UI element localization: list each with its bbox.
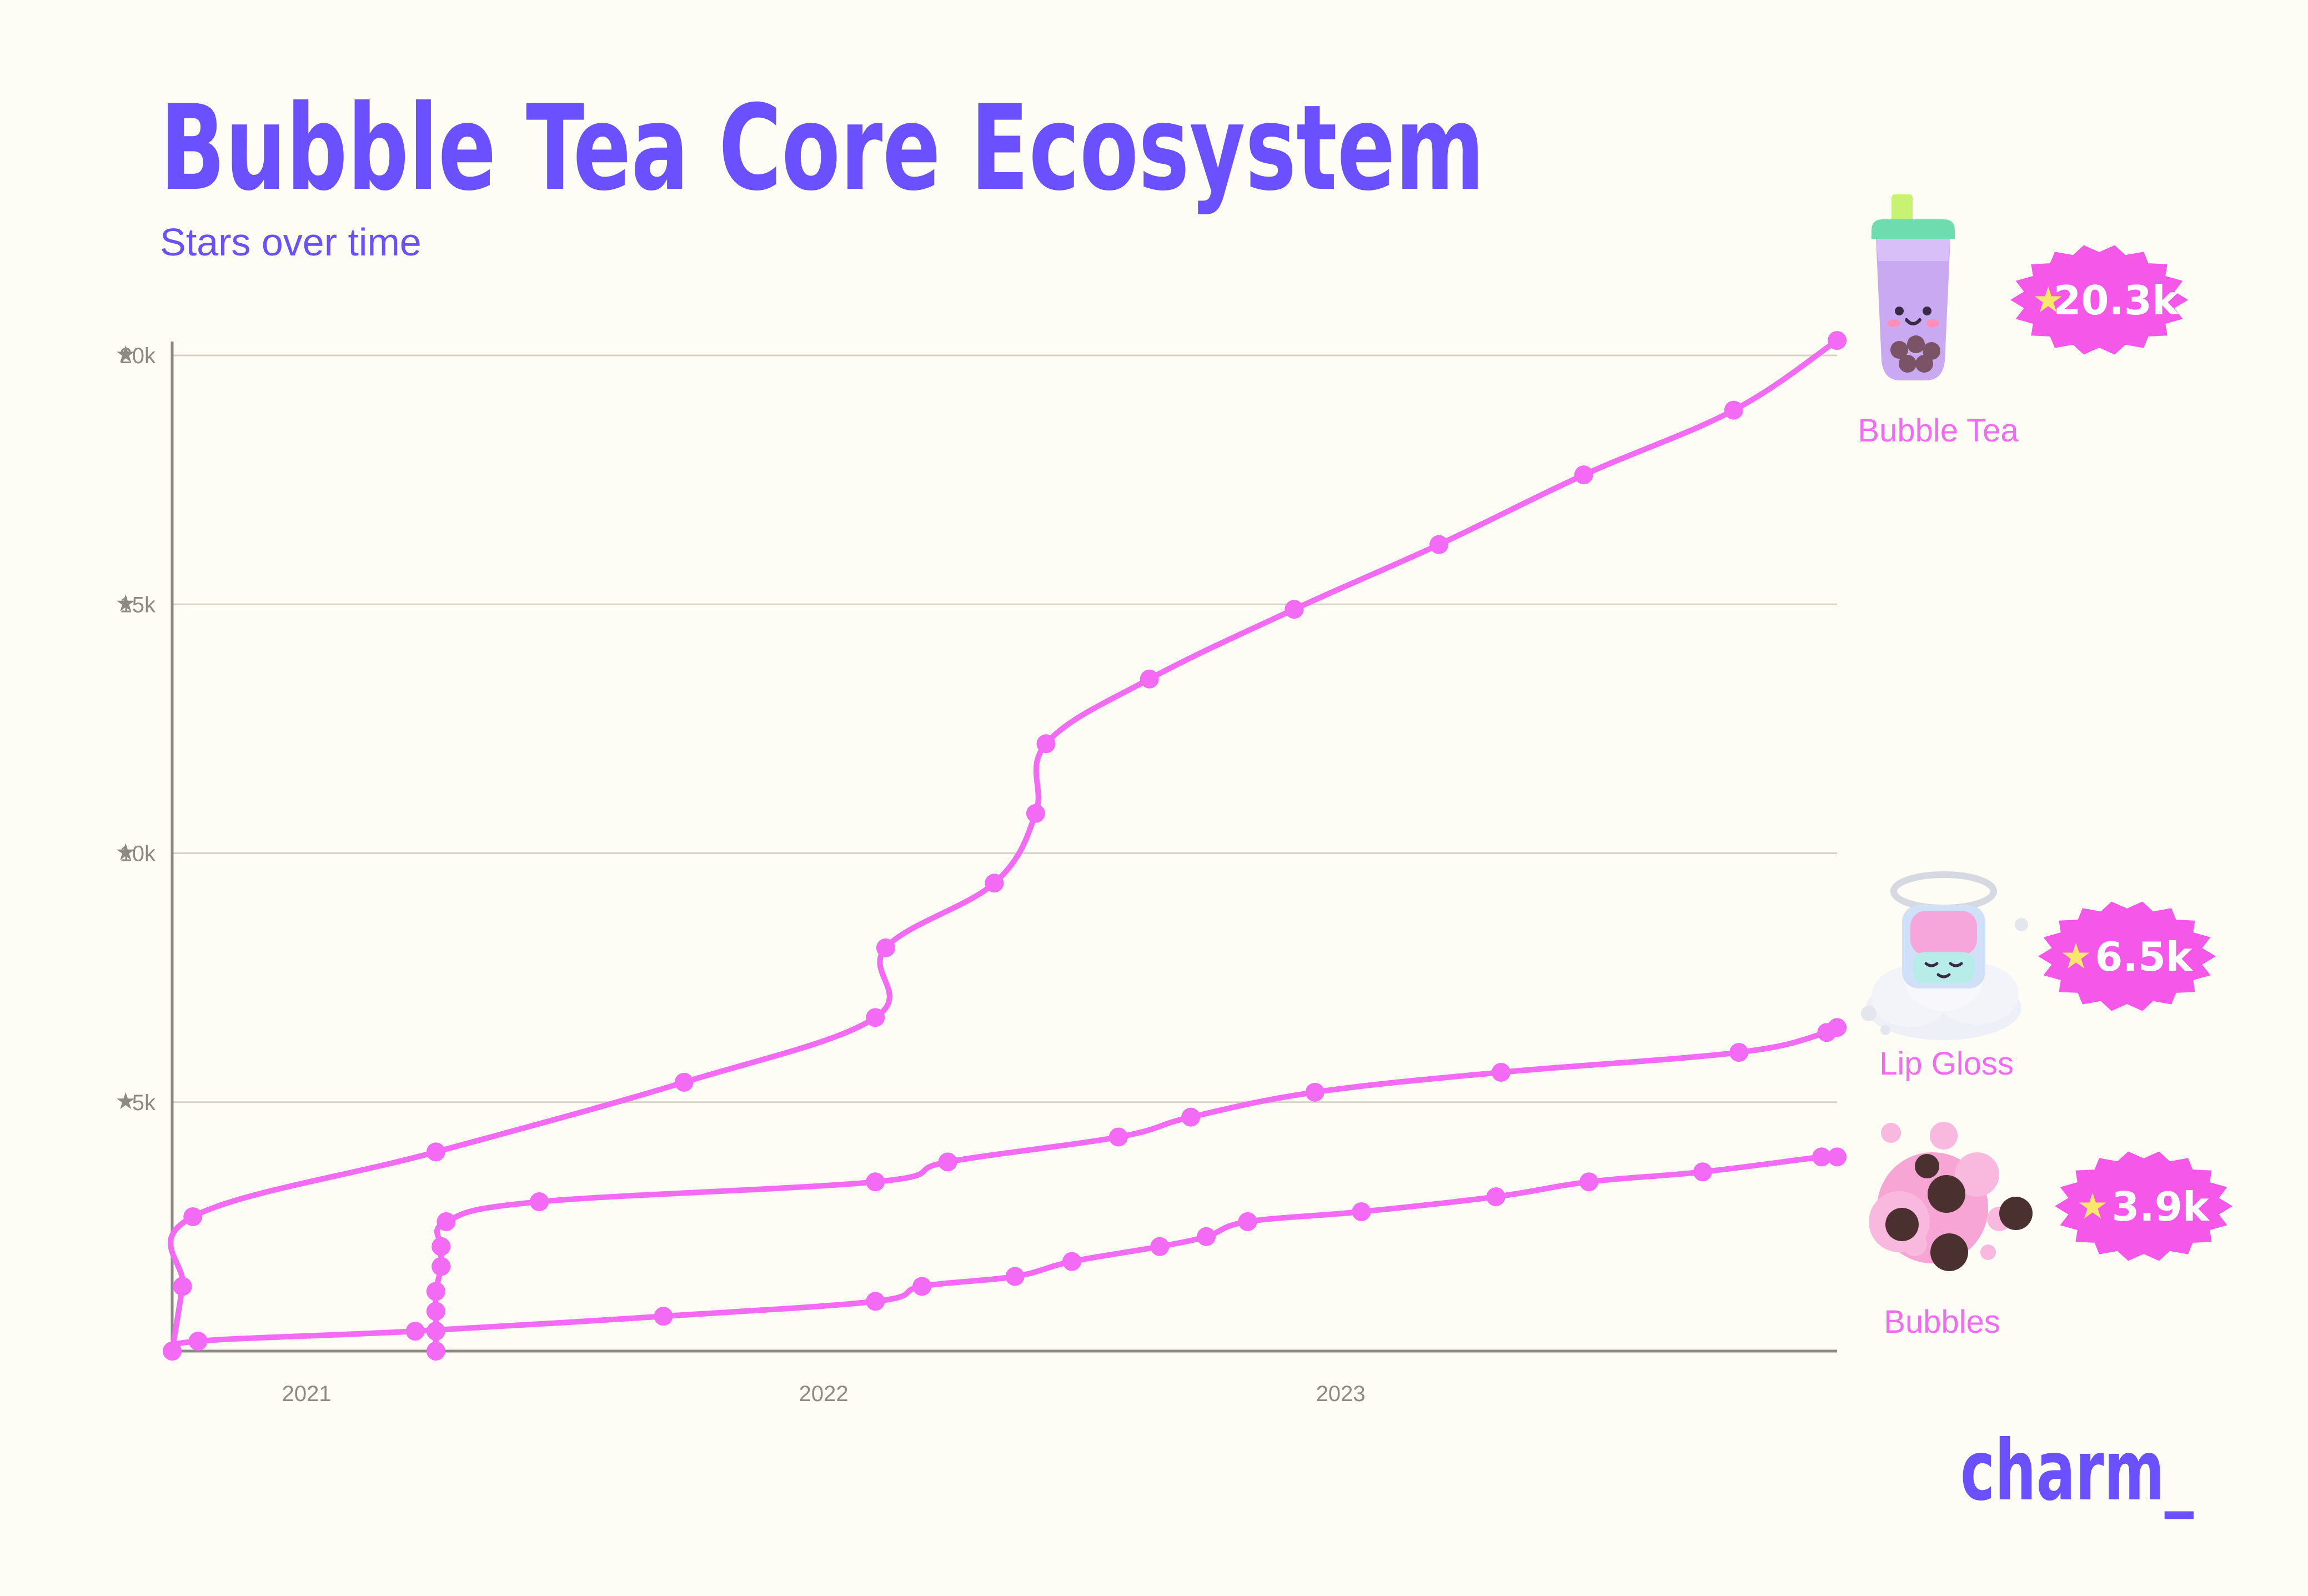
star-icon: ★ bbox=[115, 340, 136, 368]
data-point bbox=[432, 1257, 451, 1276]
data-point bbox=[436, 1212, 456, 1231]
data-point bbox=[1285, 600, 1304, 619]
data-point bbox=[188, 1332, 208, 1351]
x-tick-labels: 2021 2022 2023 bbox=[282, 1382, 1366, 1406]
data-point bbox=[1729, 1043, 1749, 1062]
star-icon: ★ bbox=[115, 1087, 136, 1115]
star-icon: ★ bbox=[115, 839, 136, 866]
data-point bbox=[1181, 1107, 1201, 1127]
bubble-tea-cup-icon bbox=[1872, 194, 1955, 380]
series-name-label: Lip Gloss bbox=[1879, 1046, 2014, 1082]
data-point bbox=[163, 1342, 182, 1361]
y-tick-label: ★15k bbox=[115, 589, 156, 617]
charm-logo: charm_ bbox=[1960, 1423, 2194, 1519]
data-point bbox=[1429, 535, 1449, 554]
data-point bbox=[1150, 1237, 1170, 1256]
data-point bbox=[426, 1142, 445, 1162]
series-bubbles bbox=[163, 1147, 1847, 1361]
badge-bubbles: ★ 3.9k bbox=[2055, 1151, 2232, 1261]
data-point bbox=[1036, 734, 1056, 754]
data-point bbox=[1005, 1267, 1025, 1286]
star-icon: ★ bbox=[2076, 1186, 2108, 1227]
data-point bbox=[426, 1282, 445, 1301]
y-tick-label: ★5k bbox=[115, 1087, 156, 1115]
star-icon: ★ bbox=[2032, 280, 2064, 321]
data-point bbox=[173, 1277, 192, 1296]
data-point bbox=[912, 1277, 932, 1296]
data-point bbox=[1486, 1187, 1506, 1207]
badge-burst bbox=[2038, 901, 2216, 1011]
data-point bbox=[1812, 1147, 1832, 1167]
star-icon: ★ bbox=[2060, 936, 2091, 977]
svg-text:5k: 5k bbox=[132, 1091, 156, 1115]
data-point bbox=[674, 1072, 694, 1092]
data-point bbox=[1724, 400, 1743, 420]
data-point bbox=[876, 938, 895, 957]
data-point bbox=[1238, 1212, 1257, 1231]
series-labels: Bubble Tea Lip Gloss Bubbles bbox=[1858, 413, 2019, 1340]
data-point bbox=[1305, 1082, 1324, 1102]
badge-value: 3.9k bbox=[2111, 1183, 2210, 1230]
series-line bbox=[433, 1025, 1841, 1354]
data-point bbox=[866, 1292, 885, 1311]
series-line bbox=[168, 338, 1840, 1354]
data-point bbox=[1197, 1227, 1216, 1246]
data-point bbox=[405, 1322, 425, 1341]
data-point bbox=[183, 1207, 203, 1226]
data-point bbox=[1828, 331, 1847, 350]
grid-lines bbox=[172, 354, 1837, 1103]
chart-subtitle: Stars over time bbox=[160, 220, 422, 264]
badge-value: 20.3k bbox=[2053, 277, 2180, 324]
data-point bbox=[1693, 1162, 1712, 1182]
x-tick-label: 2023 bbox=[1316, 1382, 1366, 1406]
data-point bbox=[1352, 1202, 1371, 1221]
x-tick-label: 2022 bbox=[799, 1382, 849, 1406]
data-point bbox=[1491, 1062, 1511, 1082]
data-point bbox=[530, 1192, 549, 1212]
data-point bbox=[426, 1342, 445, 1361]
series-lip-gloss bbox=[426, 1018, 1847, 1361]
chart-title: Bubble Tea Core Ecosystem bbox=[160, 79, 1484, 217]
badge-lip-gloss: ★ 6.5k bbox=[2038, 901, 2216, 1011]
data-point bbox=[866, 1172, 885, 1192]
data-point bbox=[1140, 669, 1159, 689]
series-name-label: Bubble Tea bbox=[1858, 413, 2019, 449]
y-tick-label: ★20k bbox=[115, 340, 156, 368]
bubbles-icon bbox=[1869, 1122, 2033, 1271]
series-lines bbox=[163, 331, 1847, 1361]
data-point bbox=[432, 1237, 451, 1256]
star-icon: ★ bbox=[115, 589, 136, 616]
data-point bbox=[1108, 1127, 1128, 1147]
svg-text:15k: 15k bbox=[120, 593, 156, 617]
data-point bbox=[1828, 1018, 1847, 1037]
value-badges: ★20.3k★ 6.5k★ 3.9k bbox=[2010, 245, 2232, 1261]
badge-value: 6.5k bbox=[2095, 933, 2194, 980]
data-point bbox=[426, 1302, 445, 1321]
lip-gloss-jar-icon bbox=[1861, 871, 2028, 1040]
y-tick-labels: ★20k★15k★10k★5k bbox=[115, 340, 156, 1115]
data-point bbox=[1026, 804, 1045, 823]
svg-text:20k: 20k bbox=[120, 344, 156, 368]
data-point bbox=[985, 874, 1004, 893]
svg-text:10k: 10k bbox=[120, 842, 156, 866]
data-point bbox=[1062, 1252, 1082, 1271]
data-point bbox=[1579, 1172, 1599, 1192]
data-point bbox=[938, 1152, 957, 1172]
data-point bbox=[1574, 465, 1593, 485]
data-point bbox=[1828, 1147, 1847, 1167]
series-name-label: Bubbles bbox=[1884, 1304, 2000, 1340]
badge-burst bbox=[2055, 1151, 2232, 1261]
series-bubble-tea bbox=[163, 331, 1847, 1361]
badge-burst bbox=[2010, 245, 2188, 355]
x-tick-label: 2021 bbox=[282, 1382, 332, 1406]
badge-bubble-tea: ★20.3k bbox=[2010, 245, 2188, 355]
data-point bbox=[866, 1008, 885, 1027]
data-point bbox=[654, 1307, 673, 1326]
y-tick-label: ★10k bbox=[115, 839, 156, 866]
axes bbox=[170, 342, 1837, 1353]
